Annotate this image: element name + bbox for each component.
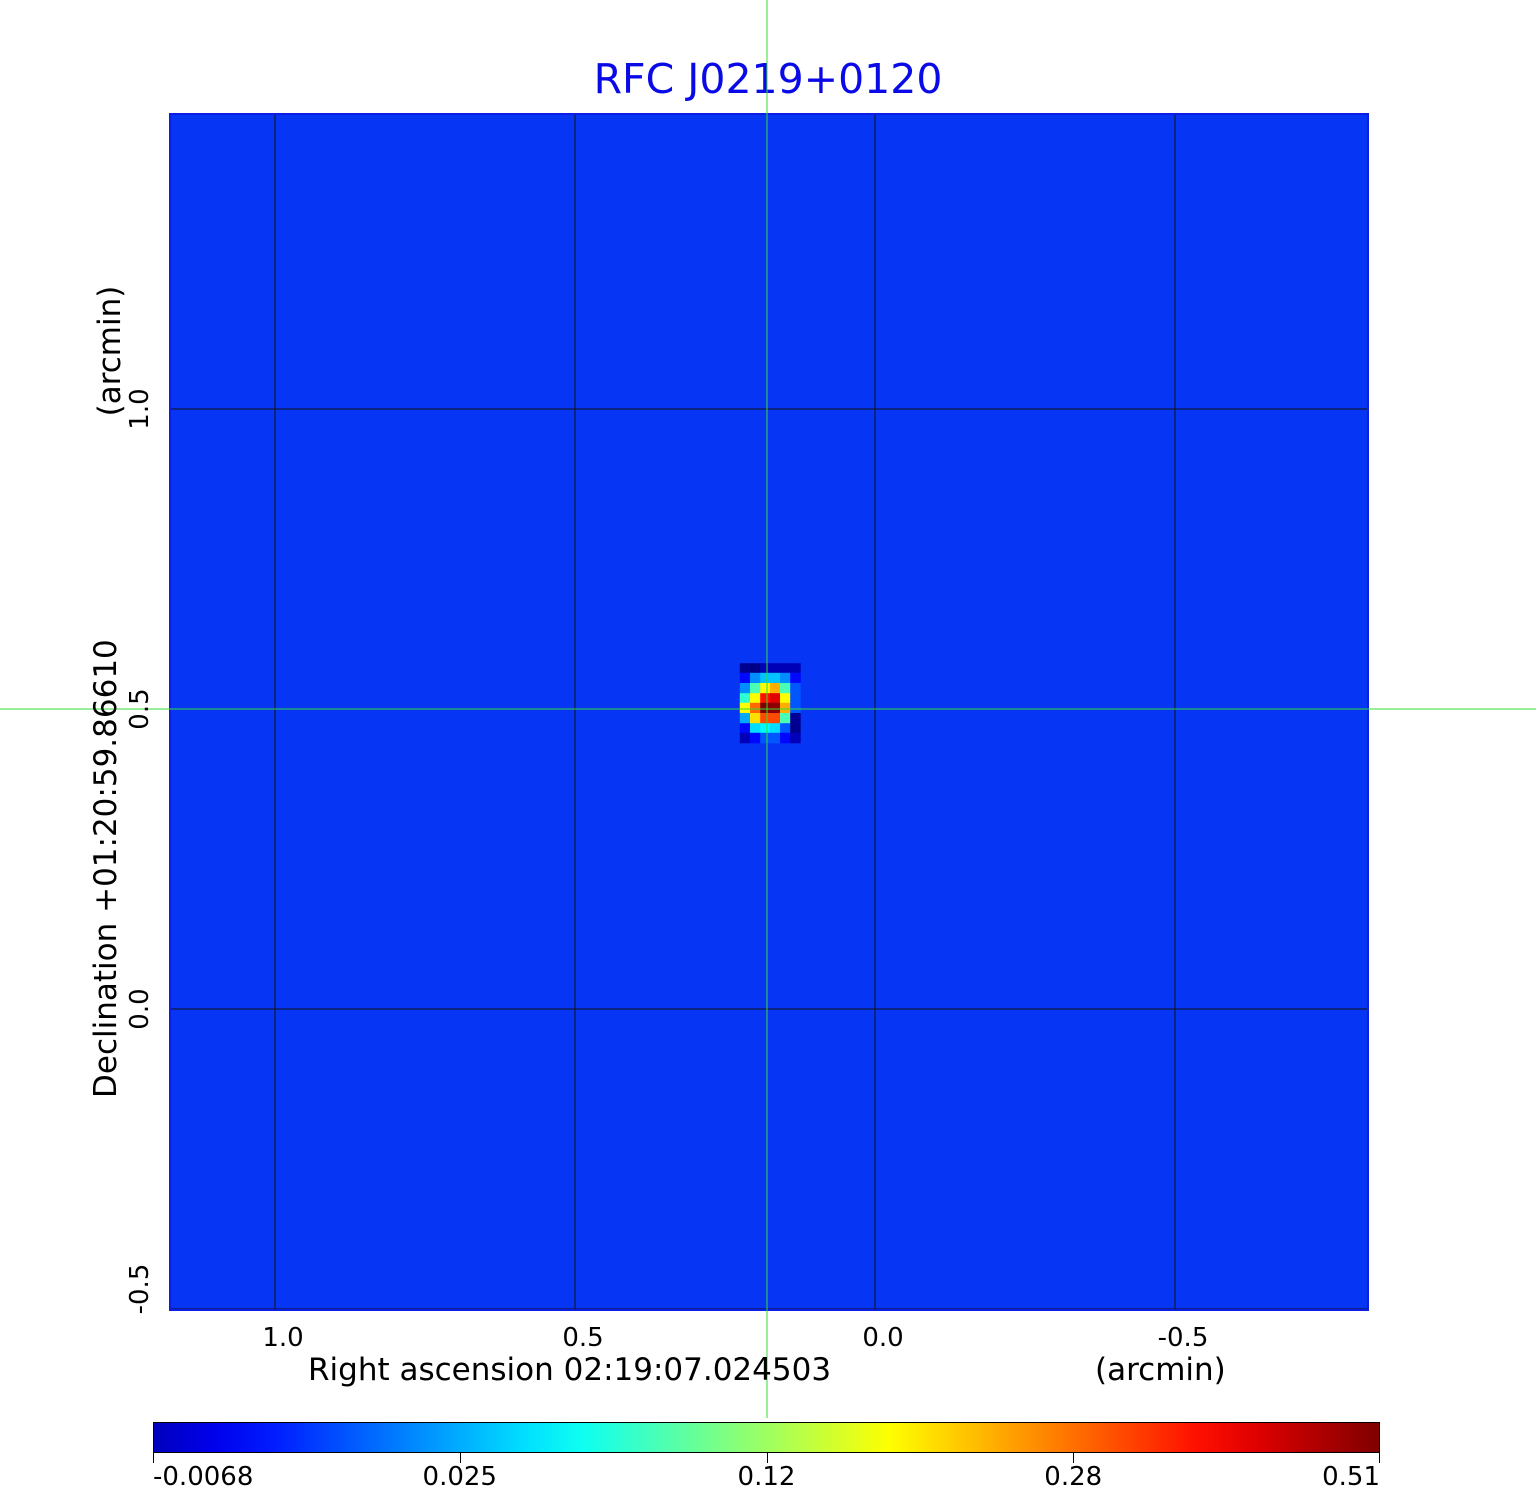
- colorbar-tick-mark: [766, 1453, 768, 1463]
- heatmap-cell: [790, 663, 801, 674]
- heatmap-cell: [739, 723, 751, 734]
- heatmap-cell: [750, 683, 761, 694]
- heatmap-cell: [739, 672, 751, 684]
- heatmap-cell: [780, 683, 791, 694]
- x-tick-label: 1.0: [262, 1323, 304, 1353]
- heatmap-cell: [760, 672, 771, 684]
- x-tick-label: -0.5: [1157, 1323, 1209, 1353]
- heatmap-cell: [790, 702, 801, 714]
- heatmap-cell: [769, 713, 781, 724]
- y-axis-label: Declination +01:20:59.86610: [88, 639, 124, 1098]
- colorbar-tick-label: 0.12: [737, 1462, 796, 1492]
- heatmap-cell: [790, 693, 801, 704]
- x-axis-label: Right ascension 02:19:07.024503: [308, 1352, 832, 1388]
- heatmap-cell: [750, 663, 761, 674]
- chart-title: RFC J0219+0120: [593, 55, 943, 103]
- heatmap-cell: [739, 702, 751, 714]
- colorbar-tick-mark: [1073, 1453, 1075, 1463]
- heatmap-cell: [769, 683, 781, 694]
- y-tick-label: 0.5: [125, 688, 155, 730]
- x-axis-unit: (arcmin): [1095, 1352, 1226, 1388]
- colorbar: [153, 1422, 1380, 1453]
- heatmap-cell: [790, 713, 801, 724]
- heatmap-cell: [760, 702, 771, 714]
- image-plot-area[interactable]: [169, 113, 1369, 1311]
- heatmap-cell: [739, 663, 751, 674]
- heatmap-cell: [769, 663, 781, 674]
- heatmap-cell: [790, 683, 801, 694]
- heatmap-cell: [760, 683, 771, 694]
- colorbar-tick-label: 0.51: [1322, 1462, 1380, 1492]
- heatmap-svg: [171, 115, 1367, 1309]
- heatmap-cell: [760, 723, 771, 734]
- heatmap-cell: [739, 693, 751, 704]
- heatmap-cell: [750, 713, 761, 724]
- heatmap-cell: [780, 713, 791, 724]
- heatmap-cell: [780, 732, 791, 744]
- colorbar-tick-mark: [153, 1453, 154, 1463]
- heatmap-cell: [769, 693, 781, 704]
- heatmap-cell: [790, 672, 801, 684]
- heatmap-cell: [790, 732, 801, 744]
- heatmap-cell: [780, 663, 791, 674]
- heatmap-cell: [760, 713, 771, 724]
- heatmap-cell: [750, 732, 761, 744]
- heatmap-cell: [760, 693, 771, 704]
- y-tick-label: 1.0: [125, 388, 155, 430]
- heatmap-cell: [739, 713, 751, 724]
- colorbar-tick-mark: [459, 1453, 461, 1463]
- colorbar-tick-label: -0.0068: [153, 1462, 254, 1492]
- heatmap-cell: [769, 702, 781, 714]
- heatmap-cell: [780, 693, 791, 704]
- heatmap-cell: [769, 732, 781, 744]
- heatmap-cell: [780, 672, 791, 684]
- heatmap-cell: [790, 723, 801, 734]
- x-tick-label: 0.0: [862, 1323, 904, 1353]
- heatmap-cell: [739, 732, 751, 744]
- heatmap-cell: [760, 732, 771, 744]
- heatmap-cell: [769, 723, 781, 734]
- heatmap-cell: [750, 723, 761, 734]
- y-axis-unit: (arcmin): [92, 285, 128, 417]
- colorbar-tick-label: 0.025: [422, 1462, 497, 1492]
- heatmap-cell: [769, 672, 781, 684]
- heatmap-cell: [780, 723, 791, 734]
- y-tick-label: -0.5: [125, 1263, 155, 1315]
- y-tick-label: 0.0: [125, 988, 155, 1030]
- heatmap-cell: [739, 683, 751, 694]
- heatmap-cell: [780, 702, 791, 714]
- heatmap-cell: [750, 702, 761, 714]
- x-tick-label: 0.5: [562, 1323, 604, 1353]
- heatmap-cell: [750, 672, 761, 684]
- heatmap-cell: [760, 663, 771, 674]
- heatmap-cell: [750, 693, 761, 704]
- colorbar-tick-mark: [1379, 1453, 1380, 1463]
- colorbar-tick-label: 0.28: [1044, 1462, 1103, 1492]
